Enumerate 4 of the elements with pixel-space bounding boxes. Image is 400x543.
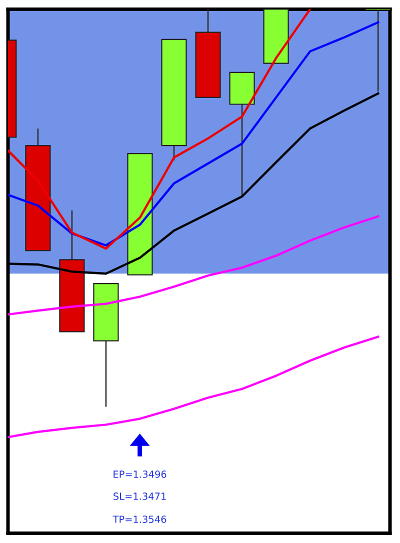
candlestick xyxy=(365,9,390,92)
text: TP=1.3546 xyxy=(112,516,166,523)
text: SL=1.3471 xyxy=(114,492,166,500)
text: EP=1.3496 xyxy=(114,470,166,478)
